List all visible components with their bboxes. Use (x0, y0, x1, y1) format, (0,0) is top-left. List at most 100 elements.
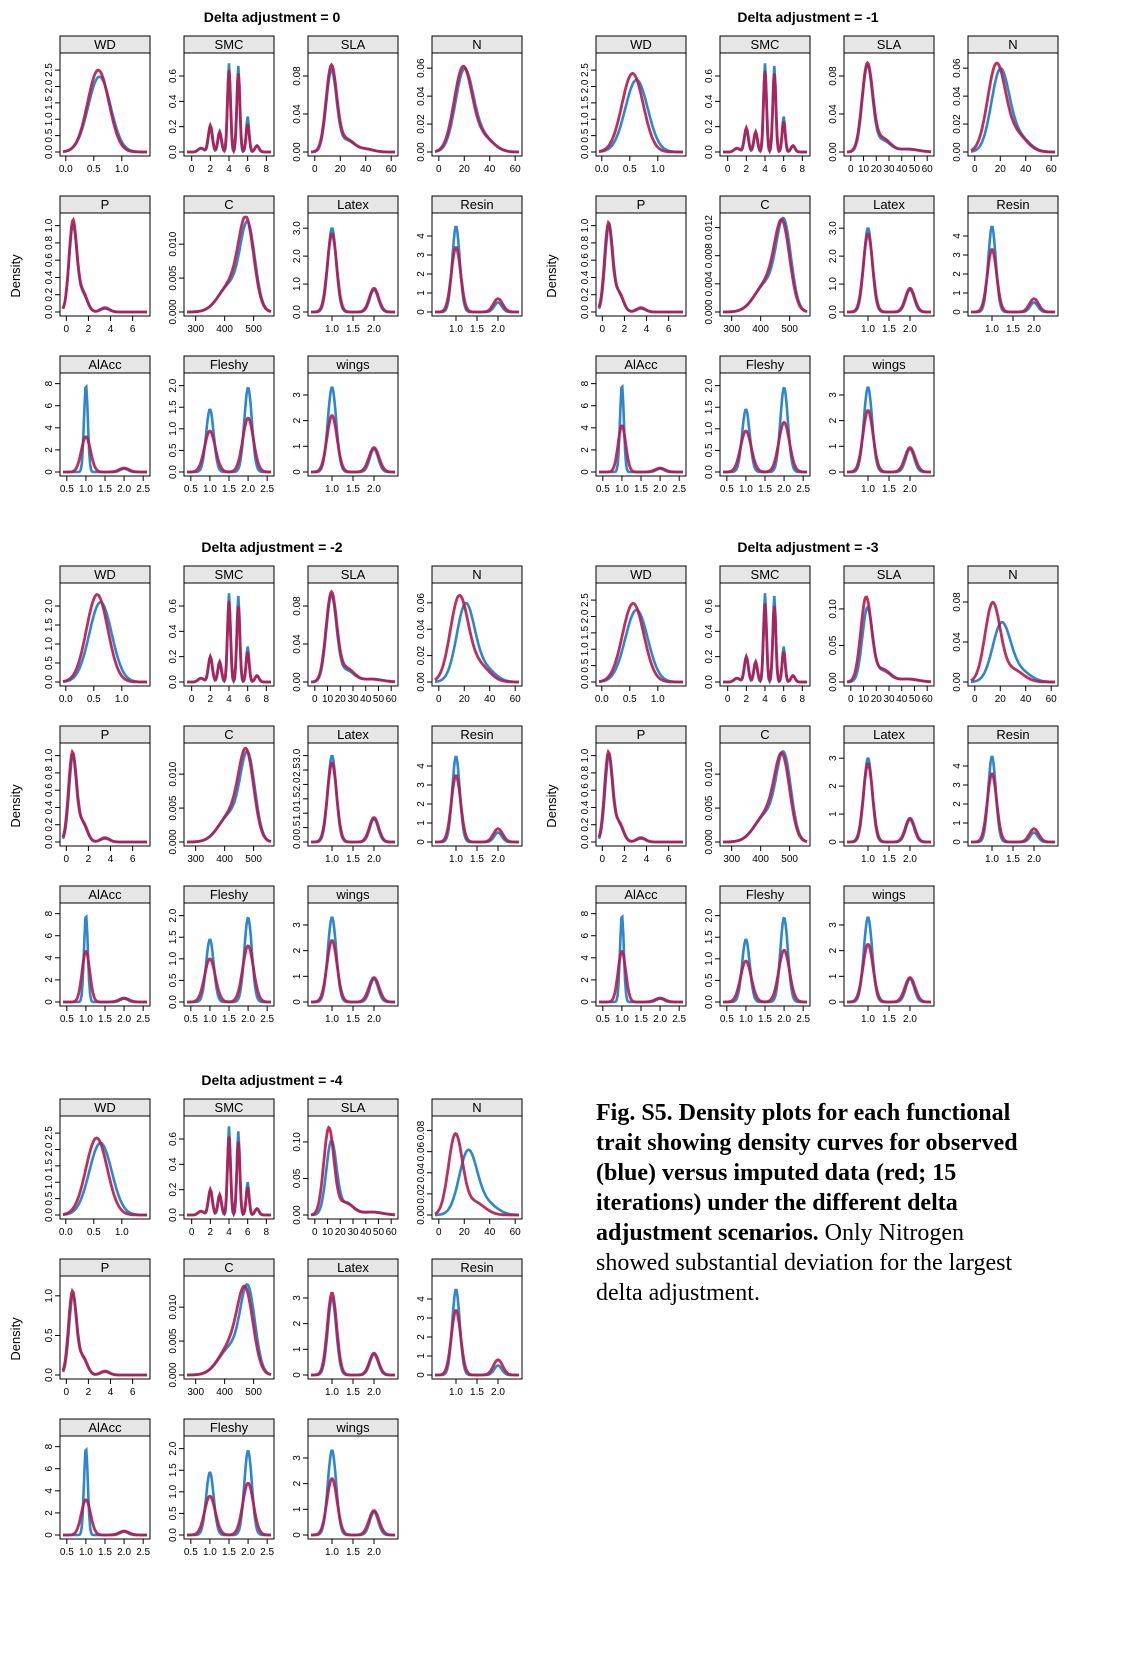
y-tick-label: 1.0 (44, 1288, 55, 1302)
x-tick-label: 400 (216, 854, 233, 865)
trait-panel: C 300 400 500 0.000 0.005 0.010 (168, 195, 275, 335)
x-tick-label: 60 (1046, 694, 1058, 705)
imputed-density-line (847, 60, 932, 154)
y-tick-label: 0 (952, 309, 963, 315)
y-tick-label: 1 (416, 820, 427, 826)
x-tick-label: 2 (208, 164, 214, 175)
y-tick-label: 1.0 (168, 951, 179, 965)
x-tick-label: 4 (762, 694, 768, 705)
y-tick-label: 1.5 (44, 618, 55, 632)
panel-strip-label: Fleshy (746, 887, 785, 902)
y-tick-label: 1.0 (580, 748, 591, 762)
imputed-density-line (187, 600, 271, 685)
y-tick-label: 3 (292, 1295, 303, 1301)
x-tick-label: 4 (644, 854, 650, 865)
x-tick-label: 1.0 (651, 694, 665, 705)
y-tick-label: 0.04 (416, 86, 427, 106)
caption-line: (blue) versus imputed data (red; 15 (596, 1160, 957, 1186)
y-tick-label: 2.0 (704, 378, 715, 392)
x-tick-label: 40 (360, 694, 372, 705)
trait-panel: AlAcc 0.5 1.0 1.5 2.0 2.5 0 2 4 6 8 (580, 355, 687, 495)
y-tick-label: 0.6 (168, 69, 179, 83)
panel-frame (183, 742, 275, 847)
x-tick-label: 500 (245, 1387, 262, 1398)
panel-frame (59, 742, 151, 847)
trait-panel: P 0 2 4 6 0.0 0.2 0.4 0.6 0.8 1.0 (580, 195, 687, 335)
trait-panel: SMC 0 2 4 6 8 0.0 0.2 0.4 0.6 (704, 565, 811, 705)
x-tick-label: 20 (459, 164, 471, 175)
trait-panel: N 0 20 40 60 0.00 0.04 0.08 (952, 565, 1059, 705)
x-tick-label: 50 (909, 164, 921, 175)
imputed-density-line (723, 948, 807, 1004)
x-tick-label: 2.5 (260, 1547, 274, 1558)
trait-panel: AlAcc 0.5 1.0 1.5 2.0 2.5 0 2 4 6 8 (44, 885, 151, 1025)
x-tick-label: 500 (781, 854, 798, 865)
x-tick-label: 4 (226, 1227, 232, 1238)
x-tick-label: 2.0 (903, 854, 917, 865)
imputed-density-line (723, 218, 808, 314)
x-tick-label: 30 (347, 694, 359, 705)
trait-panel: wings 1.0 1.5 2.0 0 1 2 3 (292, 885, 399, 1025)
trait-panel: wings 1.0 1.5 2.0 0 1 2 3 (292, 1418, 399, 1558)
trait-panel: Resin 1.0 1.5 2.0 0 1 2 3 4 (416, 195, 523, 335)
x-tick-label: 20 (335, 1227, 347, 1238)
x-tick-label: 2 (86, 1387, 92, 1398)
x-tick-label: 0.0 (59, 164, 73, 175)
panel-strip-label: Latex (337, 1260, 369, 1275)
y-tick-label: 4 (416, 233, 427, 239)
panel-strip-label: SMC (215, 1100, 244, 1115)
x-tick-label: 6 (130, 324, 136, 335)
y-tick-label: 1.5 (704, 400, 715, 414)
y-tick-label: 1.0 (44, 218, 55, 232)
y-tick-label: 0.04 (416, 619, 427, 639)
x-tick-label: 1.5 (346, 1547, 360, 1558)
y-tick-label: 0.4 (168, 1157, 179, 1171)
x-tick-label: 0 (64, 324, 70, 335)
imputed-density-line (599, 949, 683, 1004)
y-tick-label: 0.6 (704, 599, 715, 613)
y-tick-label: 6 (44, 1466, 55, 1472)
x-tick-label: 0 (600, 854, 606, 865)
x-tick-label: 1.5 (882, 484, 896, 495)
y-tick-label: 0.5 (44, 656, 55, 670)
x-tick-label: 8 (800, 164, 806, 175)
trait-panel: C 300 400 500 0.000 0.005 0.010 (168, 725, 275, 865)
y-tick-label: 3.0 (828, 221, 839, 235)
y-tick-label: 0 (416, 839, 427, 845)
panel-frame (59, 582, 151, 687)
x-tick-label: 1.5 (346, 484, 360, 495)
y-tick-label: 0.08 (416, 1120, 427, 1140)
imputed-density-line (61, 216, 147, 314)
x-tick-label: 1.5 (758, 484, 772, 495)
x-tick-label: 1.5 (470, 324, 484, 335)
y-tick-label: 1 (828, 973, 839, 979)
x-tick-label: 20 (871, 694, 883, 705)
block-title: Delta adjustment = -2 (201, 539, 342, 555)
panel-frame (431, 52, 523, 157)
x-tick-label: 1.0 (615, 1014, 629, 1025)
y-tick-label: 1.5 (704, 930, 715, 944)
trait-panel: WD 0.0 0.5 1.0 0.0 0.5 1.0 1.5 2.0 2.5 (580, 565, 687, 705)
panel-strip-label: Fleshy (210, 357, 249, 372)
imputed-density-line (723, 421, 807, 474)
x-tick-label: 20 (995, 694, 1007, 705)
panel-frame (967, 742, 1059, 847)
y-tick-label: 2.5 (292, 763, 303, 777)
x-tick-label: 1.5 (346, 324, 360, 335)
imputed-density-line (187, 215, 272, 314)
trait-panel: N 0 20 40 60 0.00 0.02 0.04 0.06 (952, 35, 1059, 175)
y-tick-label: 2.0 (292, 777, 303, 791)
observed-density-line (971, 620, 1055, 684)
y-tick-label: 4 (44, 955, 55, 961)
y-tick-label: 0.2 (704, 649, 715, 663)
x-tick-label: 2.5 (136, 1014, 150, 1025)
y-tick-label: 0.0 (44, 145, 55, 159)
x-tick-label: 60 (510, 164, 522, 175)
trait-panel: AlAcc 0.5 1.0 1.5 2.0 2.5 0 2 4 6 8 (44, 355, 151, 495)
observed-density-line (723, 216, 808, 314)
y-tick-label: 0 (44, 1532, 55, 1538)
x-tick-label: 6 (245, 1227, 251, 1238)
observed-density-line (435, 1148, 519, 1217)
x-tick-label: 2.0 (903, 484, 917, 495)
